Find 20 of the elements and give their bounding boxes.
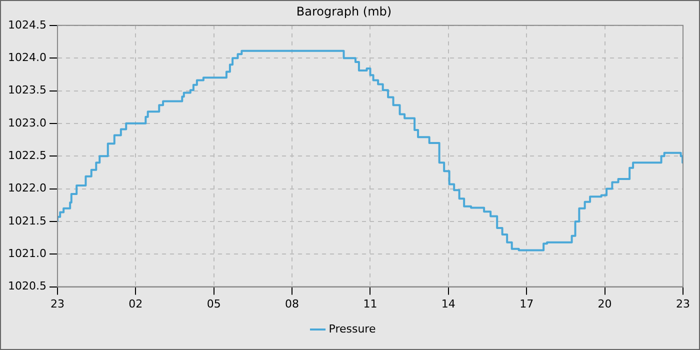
y-tick-label: 1024.0 xyxy=(8,50,46,64)
x-tick-label: 17 xyxy=(520,297,534,310)
y-tick-label: 1024.5 xyxy=(8,18,46,32)
y-tick-label: 1023.5 xyxy=(8,84,46,97)
x-tick-label: 08 xyxy=(285,297,300,310)
y-tick-label: 1020.5 xyxy=(8,280,46,293)
y-tick-label: 1021.5 xyxy=(8,214,46,228)
x-tick-label: 23 xyxy=(50,297,64,310)
x-tick-label: 20 xyxy=(598,297,612,310)
x-tick-label: 02 xyxy=(128,297,143,310)
x-tick-label: 05 xyxy=(206,297,221,310)
y-tick-label: 1021.0 xyxy=(8,246,46,260)
chart-title: Barograph (mb) xyxy=(296,4,392,18)
x-tick-label: 11 xyxy=(363,297,378,310)
x-tick-label: 14 xyxy=(441,297,456,310)
y-tick-label: 1022.0 xyxy=(8,182,46,195)
x-tick-label: 23 xyxy=(676,297,690,310)
y-tick-label: 1023.0 xyxy=(8,116,46,130)
y-tick-label: 1022.5 xyxy=(8,148,46,162)
legend-label: Pressure xyxy=(328,322,376,336)
